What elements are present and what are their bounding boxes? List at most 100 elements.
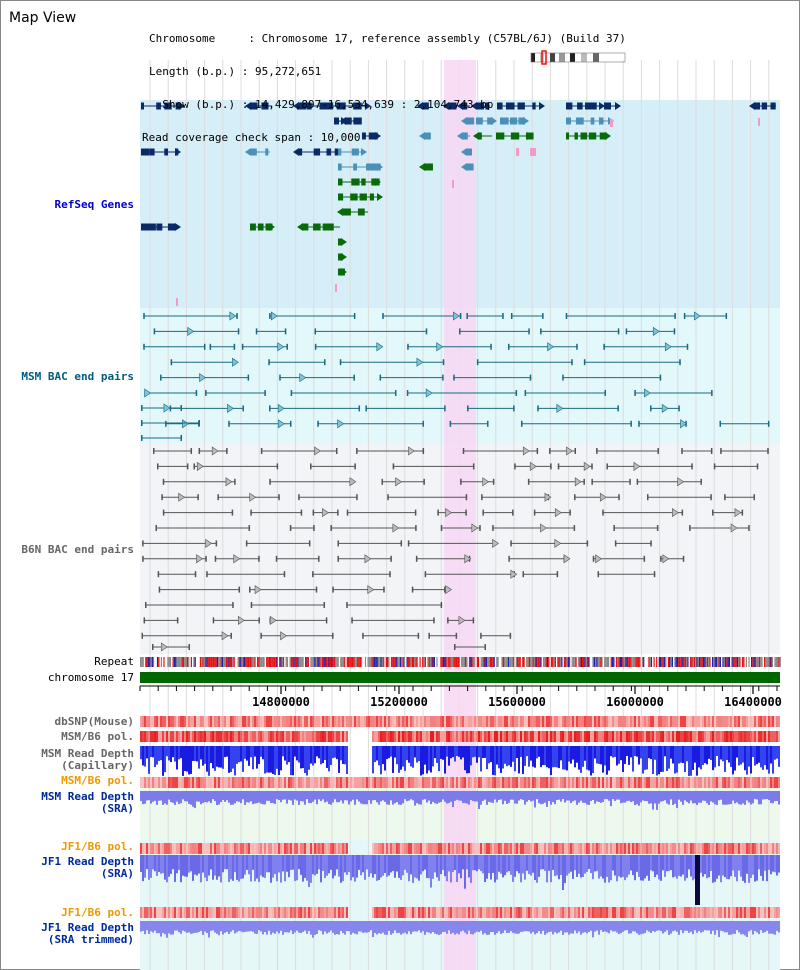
repeat-segment [566,657,568,667]
polymorphism-cell [414,907,416,918]
read-depth-bar [488,855,490,874]
polymorphism-cell [662,843,664,854]
bac-end-left [462,448,465,454]
read-depth-bar [506,855,508,873]
polymorphism-cell [434,843,436,854]
repeat-segment [424,657,426,667]
bac-end-left [540,328,542,335]
read-depth-bar [178,746,180,760]
bac-end-left [206,571,208,578]
polymorphism-cell [240,907,242,918]
repeat-segment [158,657,160,667]
read-depth-bar [354,791,356,805]
polymorphism-cell [640,843,642,854]
repeat-segment [234,657,237,667]
polymorphism-cell [378,843,380,854]
repeat-segment [626,657,628,667]
polymorphism-cell [764,716,766,727]
read-depth-bar [214,746,216,771]
read-depth-bar [748,791,750,803]
polymorphism-cell [466,843,468,854]
read-depth-bar [338,855,340,877]
polymorphism-cell [574,731,576,742]
polymorphism-cell [458,716,460,727]
read-depth-bar [490,746,492,763]
track-label-jf1-b6-pol-2[interactable]: JF1/B6 pol. [61,906,134,919]
repeat-segment [207,657,209,667]
polymorphism-cell [290,843,292,854]
read-depth-bar [734,921,736,934]
polymorphism-cell [630,777,632,788]
repeat-segment [491,657,493,667]
polymorphism-cell [360,777,362,788]
polymorphism-cell [224,843,226,854]
read-depth-bar [718,791,720,801]
read-depth-bar [458,855,460,874]
polymorphism-cell [544,907,546,918]
read-depth-bar [170,855,172,874]
repeat-segment [539,657,541,667]
polymorphism-cell [702,716,704,727]
read-depth-bar [616,791,618,800]
bac-end-right [423,478,425,485]
polymorphism-cell [516,843,518,854]
polymorphism-cell [722,843,724,854]
read-depth-bar [380,855,382,878]
bac-end-left [508,555,510,562]
repeat-segment [578,657,580,667]
read-depth-bar [732,746,734,775]
bac-end-right [234,478,236,485]
polymorphism-cell [420,716,422,727]
track-label-refseq-genes[interactable]: RefSeq Genes [54,198,134,211]
polymorphism-cell [458,907,460,918]
polymorphism-cell [648,731,650,742]
repeat-segment [654,657,657,667]
read-depth-bar [394,855,396,878]
read-depth-bar [438,791,440,803]
repeat-segment [366,657,368,667]
polymorphism-cell [210,907,212,918]
track-label-jf1-read-depth-trimmed[interactable]: JF1 Read Depth (SRA trimmed) [41,921,134,946]
read-depth-bar [582,921,584,933]
read-depth-bar [612,791,614,800]
track-label-jf1-b6-pol[interactable]: JF1/B6 pol. [61,840,134,853]
read-depth-bar [452,855,454,872]
read-depth-bar [386,921,388,935]
polymorphism-cell [334,907,336,918]
repeat-segment [609,657,611,667]
read-depth-bar [620,791,622,804]
polymorphism-cell [744,843,746,854]
polymorphism-cell [420,777,422,788]
read-depth-bar [238,746,240,763]
read-depth-bar [554,921,556,933]
polymorphism-cell [660,716,662,727]
polymorphism-cell [656,777,658,788]
track-label-msm-b6-pol-2[interactable]: MSM/B6 pol. [61,774,134,787]
polymorphism-cell [454,731,456,742]
track-label-msm-bac[interactable]: MSM BAC end pairs [21,370,134,383]
track-label-b6n-bac[interactable]: B6N BAC end pairs [21,543,134,556]
polymorphism-cell [766,777,768,788]
track-label-msm-b6-pol[interactable]: MSM/B6 pol. [61,730,134,743]
track-label-jf1-read-depth-sra[interactable]: JF1 Read Depth (SRA) [41,855,134,880]
polymorphism-cell [632,907,634,918]
bac-end-arrow [547,342,555,352]
track-label-dbsnp[interactable]: dbSNP(Mouse) [54,715,134,728]
polymorphism-cell [464,731,466,742]
track-label-msm-read-depth-capillary[interactable]: MSM Read Depth (Capillary) [41,747,134,772]
polymorphism-cell [388,716,390,727]
track-label-msm-read-depth-sra[interactable]: MSM Read Depth (SRA) [41,790,134,815]
bac-end-right [492,478,495,485]
polymorphism-cell [718,843,720,854]
read-depth-bar [696,791,698,805]
repeat-segment [670,657,672,667]
polymorphism-cell [148,716,150,727]
read-depth-bar [184,791,186,802]
read-depth-bar [590,791,592,801]
read-depth-bar [198,791,200,802]
repeat-segment [202,657,204,667]
polymorphism-cell [758,907,760,918]
read-depth-bar [626,746,628,757]
read-depth-bar [484,746,486,758]
